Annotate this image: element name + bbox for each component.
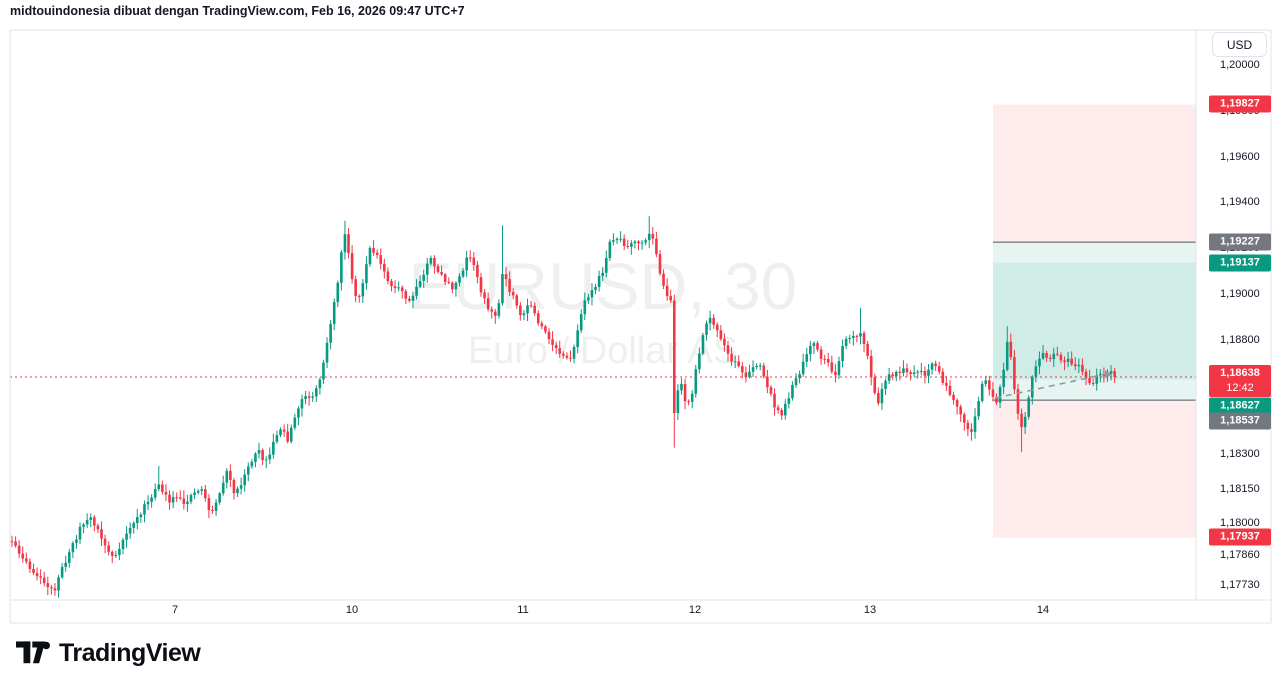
entry-price-label: 1,18537 [1209,412,1271,430]
candles [10,216,1116,598]
long-profit-zone[interactable] [993,262,1196,401]
stop-price-label: 1,17937 [1209,528,1271,546]
stop-price-label: 1,19827 [1209,95,1271,113]
time-tick-label: 13 [863,604,877,616]
tradingview-logo[interactable]: TradingView [16,638,201,668]
attribution-text: midtouindonesia dibuat dengan TradingVie… [10,4,465,18]
price-tick-label: 1,19400 [1220,196,1260,209]
price-tick-label: 1,18800 [1220,333,1260,346]
entry-price-label: 1,19227 [1209,233,1271,251]
time-tick-label: 7 [171,604,179,616]
time-tick-label: 10 [345,604,359,616]
tradingview-logo-icon [16,641,50,664]
price-tick-label: 1,20000 [1220,59,1260,71]
price-tick-label: 1,19000 [1220,288,1260,301]
price-tick-label: 1,17730 [1220,579,1260,592]
price-tick-label: 1,18000 [1220,517,1260,530]
long-stop-zone[interactable] [993,400,1196,538]
time-tick-label: 14 [1036,604,1050,616]
price-axis[interactable]: USD 1,200001,198001,196001,194001,192001… [1196,30,1281,600]
price-tick-label: 1,18150 [1220,482,1260,495]
price-tick-label: 1,17860 [1220,549,1260,562]
trendline-arrow [1105,370,1112,379]
target-price-label: 1,19137 [1209,254,1271,272]
short-profit-zone[interactable] [993,242,1196,380]
current-price-label: 1,18638 12:42 [1209,365,1271,397]
trendline-drawing[interactable] [994,373,1106,399]
time-tick-label: 11 [517,604,529,616]
price-tick-label: 1,19600 [1220,150,1260,163]
currency-usd-button[interactable]: USD [1212,32,1267,57]
tradingview-logo-text: TradingView [59,638,201,667]
time-axis[interactable]: 7 10 11 12 13 14 [0,600,1281,625]
short-stop-zone[interactable] [993,104,1196,243]
time-tick-label: 12 [688,604,702,616]
target-price-label: 1,18627 [1209,397,1271,415]
price-tick-label: 1,18300 [1220,448,1260,461]
